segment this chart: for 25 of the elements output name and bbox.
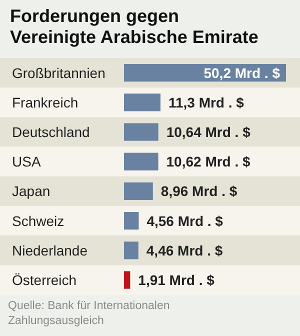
- bar: [124, 271, 130, 289]
- y-tick-label: Österreich: [12, 272, 77, 288]
- data-label: 8,96 Mrd . $: [160, 183, 238, 200]
- y-tick-label: Japan: [12, 183, 50, 200]
- y-tick-label: Frankreich: [12, 94, 78, 110]
- y-tick-label: Schweiz: [12, 212, 64, 229]
- bar: [124, 182, 153, 200]
- data-label: 4,46 Mrd . $: [146, 242, 223, 258]
- data-label: 4,56 Mrd . $: [146, 212, 224, 229]
- bar: [124, 212, 139, 230]
- y-tick-label: Deutschland: [12, 124, 90, 140]
- y-tick-label: Niederlande: [12, 242, 88, 258]
- bar: [124, 123, 158, 141]
- data-label: 50,2 Mrd . $: [204, 64, 280, 81]
- data-label: 1,91 Mrd . $: [138, 272, 215, 288]
- bar: [124, 152, 158, 170]
- y-tick-label: Großbritannien: [12, 64, 106, 81]
- chart-title: Forderungen gegen Vereinigte Arabische Emirate: [10, 6, 258, 47]
- bar: [124, 94, 160, 112]
- source-note: Quelle: Bank für Internationalen Zahlungsausgleich: [8, 300, 170, 327]
- bar: [124, 242, 138, 260]
- data-label: 10,64 Mrd . $: [166, 124, 251, 140]
- data-label: 11,3 Mrd . $: [168, 94, 244, 110]
- y-tick-label: USA: [12, 154, 42, 170]
- data-label: 10,62 Mrd . $: [166, 154, 251, 170]
